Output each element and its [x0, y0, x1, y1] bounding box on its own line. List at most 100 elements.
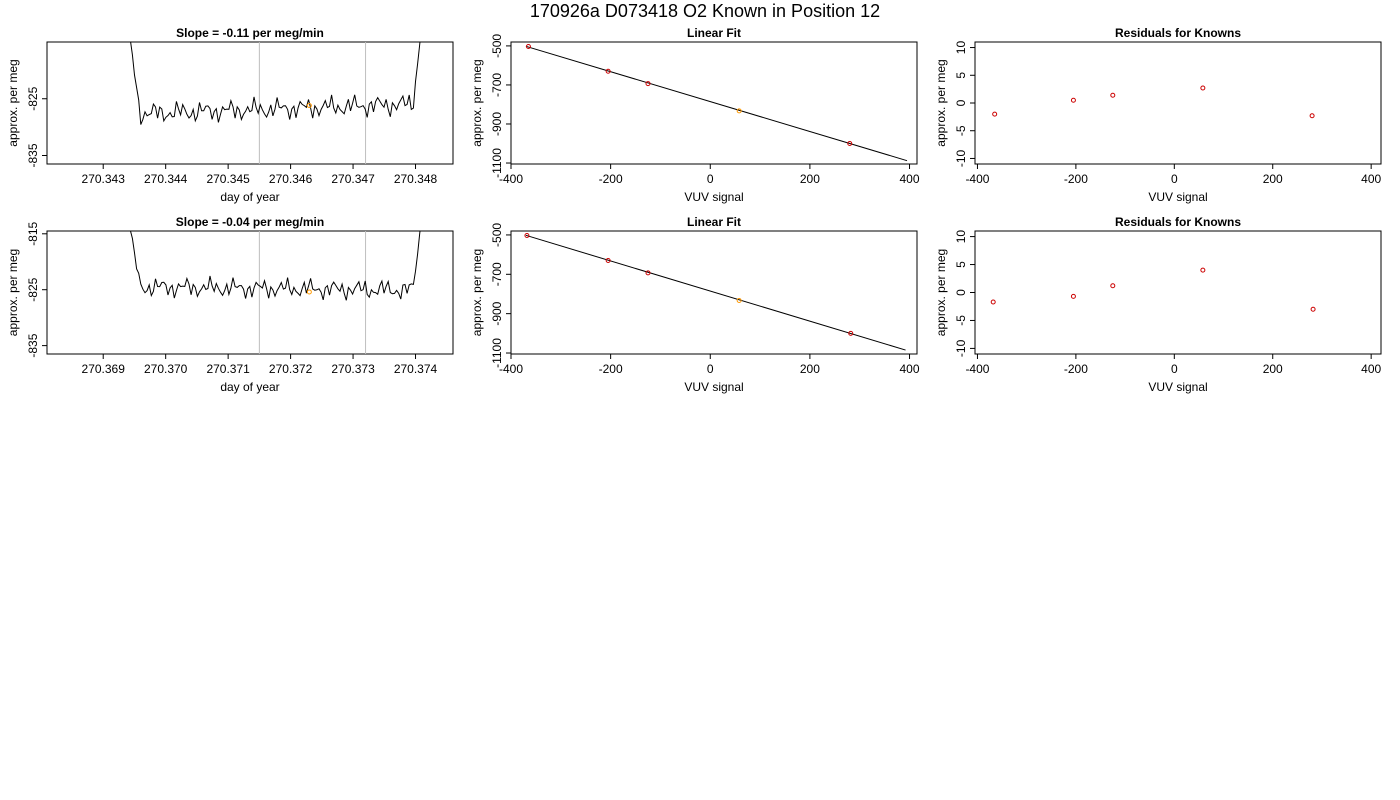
highlight-point [306, 289, 312, 295]
x-tick-label: 270.344 [144, 172, 188, 186]
data-point [605, 68, 611, 74]
data-point [605, 258, 611, 264]
panel-title: Slope = -0.04 per meg/min [176, 215, 324, 229]
x-tick-label: 400 [1361, 172, 1381, 186]
panel-title: Slope = -0.11 per meg/min [176, 26, 324, 40]
data-point [524, 233, 530, 239]
x-axis: 270.343 270.344 270.345 270.346 270.347 270.3… [82, 164, 438, 186]
data-point [992, 111, 998, 117]
x-tick-label: -200 [1064, 172, 1088, 186]
data-point [736, 297, 742, 303]
data-point [645, 81, 651, 87]
x-tick-label: 200 [800, 172, 820, 186]
figure-suptitle: 170926a D073418 O2 Known in Position 12 [530, 1, 880, 21]
y-tick-label: -500 [490, 223, 504, 247]
y-tick-label: -835 [26, 333, 40, 357]
plot-area [524, 233, 906, 351]
y-tick-label: 0 [954, 99, 968, 106]
panel-title: Linear Fit [687, 215, 741, 229]
y-tick-label: -815 [26, 221, 40, 245]
x-tick-label: 270.347 [331, 172, 375, 186]
x-tick-label: 270.348 [394, 172, 438, 186]
x-tick-label: 0 [1171, 362, 1178, 376]
x-tick-label: 400 [900, 172, 920, 186]
y-axis: 10 5 0 -5 -10 [954, 230, 975, 357]
panel-title: Residuals for Knowns [1115, 215, 1241, 229]
y-tick-label: 5 [954, 72, 968, 79]
y-tick-label: -1100 [490, 148, 504, 178]
y-axis: 10 5 0 -5 -10 [954, 41, 975, 167]
y-tick-label: -5 [954, 125, 968, 136]
x-axis: -400 -200 0 200 400 [965, 354, 1381, 376]
x-axis: -400 -200 0 200 400 [499, 354, 920, 376]
panel-title: Linear Fit [687, 26, 741, 40]
panel-6: Residuals for Knowns -400 -200 0 200 400 VUV s… [934, 215, 1382, 394]
x-tick-label: 270.372 [269, 362, 313, 376]
plot-area [990, 267, 1316, 312]
x-tick-label: 270.343 [82, 172, 126, 186]
y-axis: -825 -835 [26, 86, 47, 168]
plot-frame [974, 41, 1382, 165]
y-tick-label: -700 [490, 73, 504, 97]
plot-area [992, 85, 1315, 119]
x-axis: -400 -200 0 200 400 [499, 164, 920, 186]
y-tick-label: -700 [490, 262, 504, 286]
x-axis-label: VUV signal [684, 190, 743, 204]
y-tick-label: -900 [490, 112, 504, 136]
fit-line [525, 234, 906, 351]
x-tick-label: 270.346 [269, 172, 313, 186]
plot-area [525, 43, 908, 162]
x-tick-label: 270.371 [206, 362, 250, 376]
y-axis-label: approx. per meg [934, 249, 948, 336]
x-axis-label: VUV signal [1148, 190, 1207, 204]
x-tick-label: 400 [1361, 362, 1381, 376]
plot-area [129, 231, 421, 354]
x-tick-label: 400 [900, 362, 920, 376]
x-tick-label: 270.374 [394, 362, 438, 376]
x-tick-label: 270.370 [144, 362, 188, 376]
x-tick-label: 0 [1171, 172, 1178, 186]
y-axis-label: approx. per meg [470, 59, 484, 146]
y-tick-label: -1100 [490, 338, 504, 368]
y-tick-label: 10 [954, 230, 968, 244]
panel-3: Residuals for Knowns -400 -200 0 200 400 VUV s… [934, 26, 1382, 204]
x-tick-label: 270.373 [331, 362, 375, 376]
y-axis-label: approx. per meg [6, 249, 20, 336]
x-tick-label: 0 [707, 172, 714, 186]
x-tick-label: -200 [599, 172, 623, 186]
x-axis: 270.369 270.370 270.371 270.372 270.373 270.3… [82, 354, 438, 376]
x-axis: -400 -200 0 200 400 [965, 164, 1381, 186]
series-line [130, 42, 421, 125]
y-tick-label: 0 [954, 289, 968, 296]
x-tick-label: 200 [1263, 362, 1283, 376]
x-axis-label: day of year [220, 380, 279, 394]
y-tick-label: -900 [490, 301, 504, 325]
data-point [645, 270, 651, 276]
plot-frame [46, 41, 454, 165]
x-tick-label: 270.345 [206, 172, 250, 186]
x-axis-label: day of year [220, 190, 279, 204]
data-point [736, 108, 742, 114]
data-point [525, 43, 531, 49]
y-tick-label: -10 [954, 149, 968, 167]
plot-frame [510, 230, 918, 355]
x-tick-label: -400 [499, 362, 523, 376]
y-tick-label: -10 [954, 339, 968, 357]
plot-frame [46, 230, 454, 355]
data-point [990, 299, 996, 305]
data-point [1309, 113, 1315, 119]
y-tick-label: -500 [490, 34, 504, 58]
data-point [1200, 85, 1206, 91]
x-tick-label: -400 [965, 362, 989, 376]
data-point [1110, 283, 1116, 289]
highlight-point [306, 103, 312, 109]
x-tick-label: 270.369 [82, 362, 126, 376]
plot-frame [974, 230, 1382, 355]
y-axis-label: approx. per meg [934, 59, 948, 146]
